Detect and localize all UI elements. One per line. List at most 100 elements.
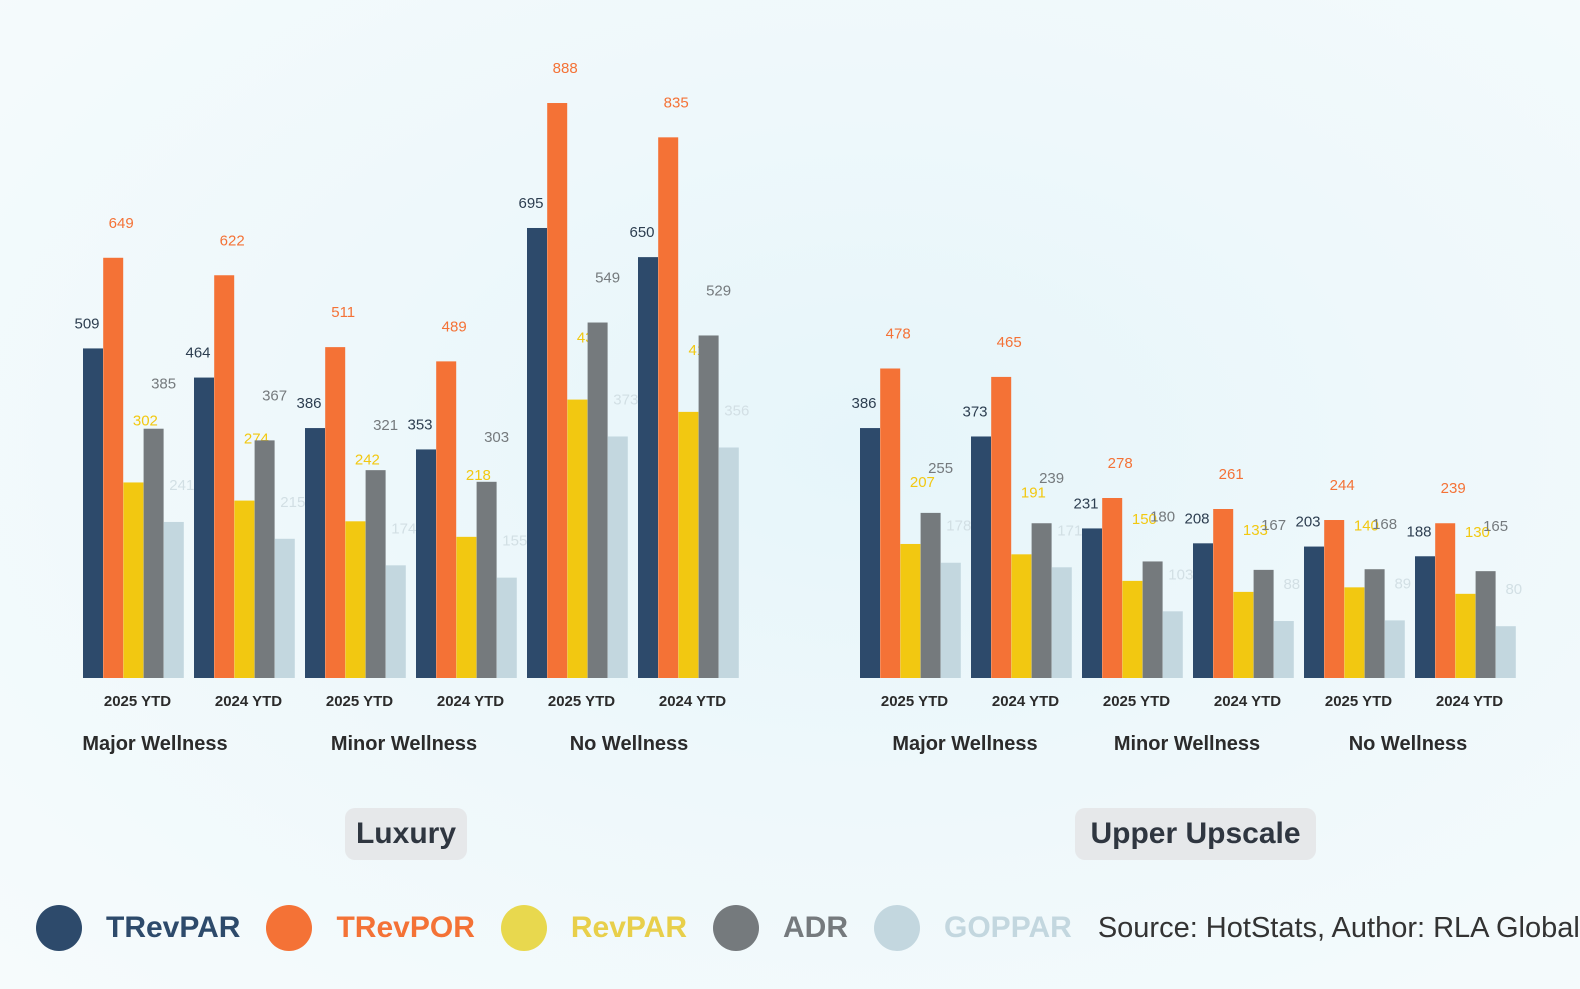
period-label: 2024 YTD [1214, 693, 1281, 710]
bar-goppar [274, 538, 295, 678]
group-label: Minor Wellness [331, 733, 477, 755]
bar-goppar [607, 436, 628, 678]
bar-trevpor [658, 137, 679, 678]
value-label-goppar: 178 [946, 518, 971, 535]
bar-trevpor [103, 257, 124, 678]
bar-trevpar [1082, 528, 1102, 678]
bar-trevpar [83, 348, 103, 678]
group-label: Major Wellness [82, 733, 227, 755]
bar-adr [365, 470, 386, 678]
period-label: 2024 YTD [659, 693, 726, 710]
value-label-goppar: 356 [724, 402, 749, 419]
value-label-goppar: 89 [1394, 575, 1411, 592]
bar-revpar [456, 536, 477, 678]
legend-dot-goppar [874, 905, 921, 951]
source-note: Source: HotStats, Author: RLA Global [1097, 911, 1580, 944]
bar-adr [1364, 569, 1385, 678]
bar-adr [920, 512, 941, 678]
period-label: 2025 YTD [326, 693, 393, 710]
bar-trevpar [1415, 556, 1435, 678]
value-label-trevpor: 622 [220, 232, 245, 249]
value-label-trevpar: 188 [1406, 523, 1431, 540]
period-label: 2024 YTD [215, 693, 282, 710]
value-label-trevpar: 373 [962, 403, 987, 420]
value-label-goppar: 215 [280, 494, 305, 511]
value-label-revpar: 242 [355, 451, 380, 468]
value-label-goppar: 373 [613, 391, 638, 408]
value-label-trevpor: 478 [886, 325, 911, 342]
legend: TRevPAR TRevPOR RevPAR ADR GOPPAR Source… [36, 905, 1580, 951]
bar-trevpor [1435, 523, 1456, 678]
value-label-adr: 255 [928, 460, 953, 477]
value-label-trevpar: 464 [185, 345, 210, 362]
value-label-goppar: 103 [1168, 566, 1193, 583]
bar-trevpor [436, 361, 457, 678]
bar-trevpor [214, 275, 235, 678]
value-label-trevpar: 386 [851, 395, 876, 412]
value-label-goppar: 88 [1283, 576, 1300, 593]
group-label: No Wellness [570, 733, 689, 755]
period-label: 2025 YTD [881, 693, 948, 710]
value-label-adr: 367 [262, 387, 287, 404]
value-label-goppar: 155 [502, 533, 527, 550]
value-label-goppar: 241 [169, 477, 194, 494]
bar-trevpar [416, 449, 436, 678]
value-label-trevpor: 649 [109, 215, 134, 232]
value-label-trevpor: 835 [664, 94, 689, 111]
bar-adr [254, 440, 275, 678]
bar-revpar [1011, 554, 1032, 678]
bar-trevpor [547, 103, 568, 678]
bar-revpar [567, 399, 588, 678]
value-label-trevpor: 888 [553, 60, 578, 77]
value-label-trevpor: 511 [331, 304, 355, 321]
bar-trevpar [638, 257, 658, 678]
legend-label-goppar: GOPPAR [944, 911, 1072, 944]
group-label: Minor Wellness [1114, 733, 1260, 755]
value-label-adr: 239 [1039, 470, 1064, 487]
group-label: No Wellness [1349, 733, 1468, 755]
period-label: 2025 YTD [1103, 693, 1170, 710]
value-label-revpar: 133 [1243, 522, 1268, 539]
legend-label-trevpor: TRevPOR [336, 911, 475, 944]
legend-dot-trevpor [266, 905, 313, 951]
value-label-trevpor: 278 [1108, 455, 1133, 472]
bar-revpar [345, 521, 366, 678]
bar-goppar [1273, 621, 1294, 678]
period-label: 2024 YTD [1436, 693, 1503, 710]
period-label: 2024 YTD [992, 693, 1059, 710]
bar-revpar [900, 543, 921, 678]
value-label-trevpar: 203 [1295, 514, 1320, 531]
bar-trevpar [860, 428, 880, 678]
bar-goppar [1051, 567, 1072, 678]
bar-trevpar [194, 377, 214, 678]
group-label: Major Wellness [892, 733, 1037, 755]
bar-adr [698, 335, 719, 678]
value-label-revpar: 140 [1354, 517, 1379, 534]
value-label-adr: 167 [1261, 517, 1286, 534]
value-label-trevpor: 239 [1441, 480, 1466, 497]
bar-adr [1475, 571, 1496, 678]
legend-item-trevpor: TRevPOR [266, 905, 475, 951]
bar-goppar [1495, 626, 1516, 678]
period-label: 2024 YTD [437, 693, 504, 710]
value-label-trevpar: 650 [629, 224, 654, 241]
value-label-adr: 549 [595, 270, 620, 287]
value-label-trevpor: 489 [442, 318, 467, 335]
bar-adr [1253, 569, 1274, 678]
value-label-trevpar: 386 [296, 395, 321, 412]
legend-dot-adr [713, 905, 760, 951]
value-label-adr: 321 [373, 417, 398, 434]
value-label-goppar: 80 [1505, 581, 1522, 598]
value-label-trevpar: 509 [74, 315, 99, 332]
bar-revpar [1122, 580, 1143, 678]
bar-revpar [234, 500, 255, 678]
period-label: 2025 YTD [104, 693, 171, 710]
bar-goppar [496, 577, 517, 678]
panel-label-luxury: Luxury [345, 808, 467, 860]
legend-dot-revpar [500, 905, 547, 951]
value-label-trevpor: 261 [1219, 466, 1244, 483]
bar-goppar [718, 447, 739, 678]
legend-label-revpar: RevPAR [570, 911, 688, 944]
value-label-adr: 385 [151, 376, 176, 393]
